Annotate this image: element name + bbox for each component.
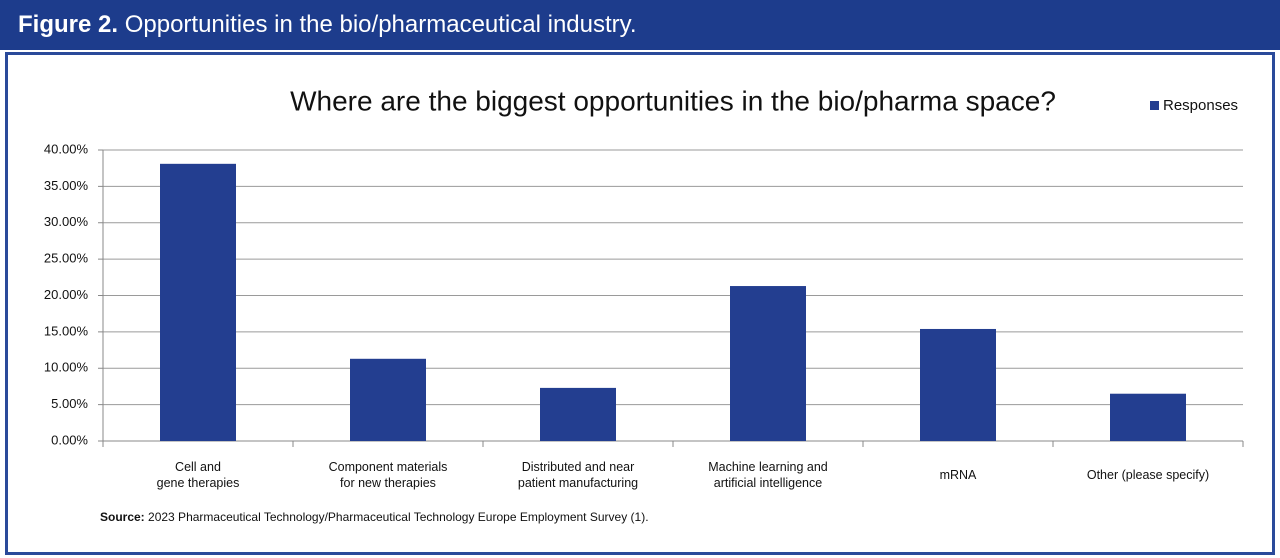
bar bbox=[920, 328, 996, 441]
bar bbox=[540, 387, 616, 441]
source-note: Source: 2023 Pharmaceutical Technology/P… bbox=[100, 510, 649, 524]
legend-label: Responses bbox=[1163, 97, 1238, 114]
y-tick-label: 10.00% bbox=[44, 360, 89, 375]
x-tick-label: Other (please specify) bbox=[1086, 468, 1210, 482]
figure-frame bbox=[5, 52, 1275, 555]
x-tick-label: Cell and gene therapies bbox=[156, 460, 240, 490]
chart-title: Where are the biggest opportunities in t… bbox=[290, 85, 1056, 116]
figure-caption: Opportunities in the bio/pharmaceutical … bbox=[124, 11, 637, 38]
y-tick-label: 35.00% bbox=[44, 178, 89, 193]
y-tick-label: 0.00% bbox=[51, 432, 88, 447]
figure-header: Figure 2. Opportunities in the bio/pharm… bbox=[0, 0, 1280, 50]
source-text: 2023 Pharmaceutical Technology/Pharmaceu… bbox=[148, 510, 649, 524]
bar bbox=[350, 358, 426, 441]
y-tick-label: 5.00% bbox=[51, 396, 88, 411]
y-tick-label: 25.00% bbox=[44, 251, 89, 266]
bar bbox=[730, 286, 806, 441]
legend-swatch bbox=[1150, 101, 1159, 110]
figure-label: Figure 2. bbox=[18, 11, 119, 38]
source-label: Source: bbox=[100, 510, 145, 524]
x-tick-label: Distributed and near patient manufacturi… bbox=[517, 460, 639, 490]
bar bbox=[1110, 393, 1186, 441]
x-tick-label: mRNA bbox=[939, 468, 977, 482]
y-tick-label: 30.00% bbox=[44, 214, 89, 229]
x-tick-label: Machine learning and artificial intellig… bbox=[708, 460, 828, 490]
y-tick-label: 40.00% bbox=[44, 141, 89, 156]
y-tick-label: 15.00% bbox=[44, 323, 89, 338]
y-tick-label: 20.00% bbox=[44, 287, 89, 302]
bar bbox=[160, 163, 236, 441]
x-tick-label: Component materials for new therapies bbox=[328, 460, 448, 490]
